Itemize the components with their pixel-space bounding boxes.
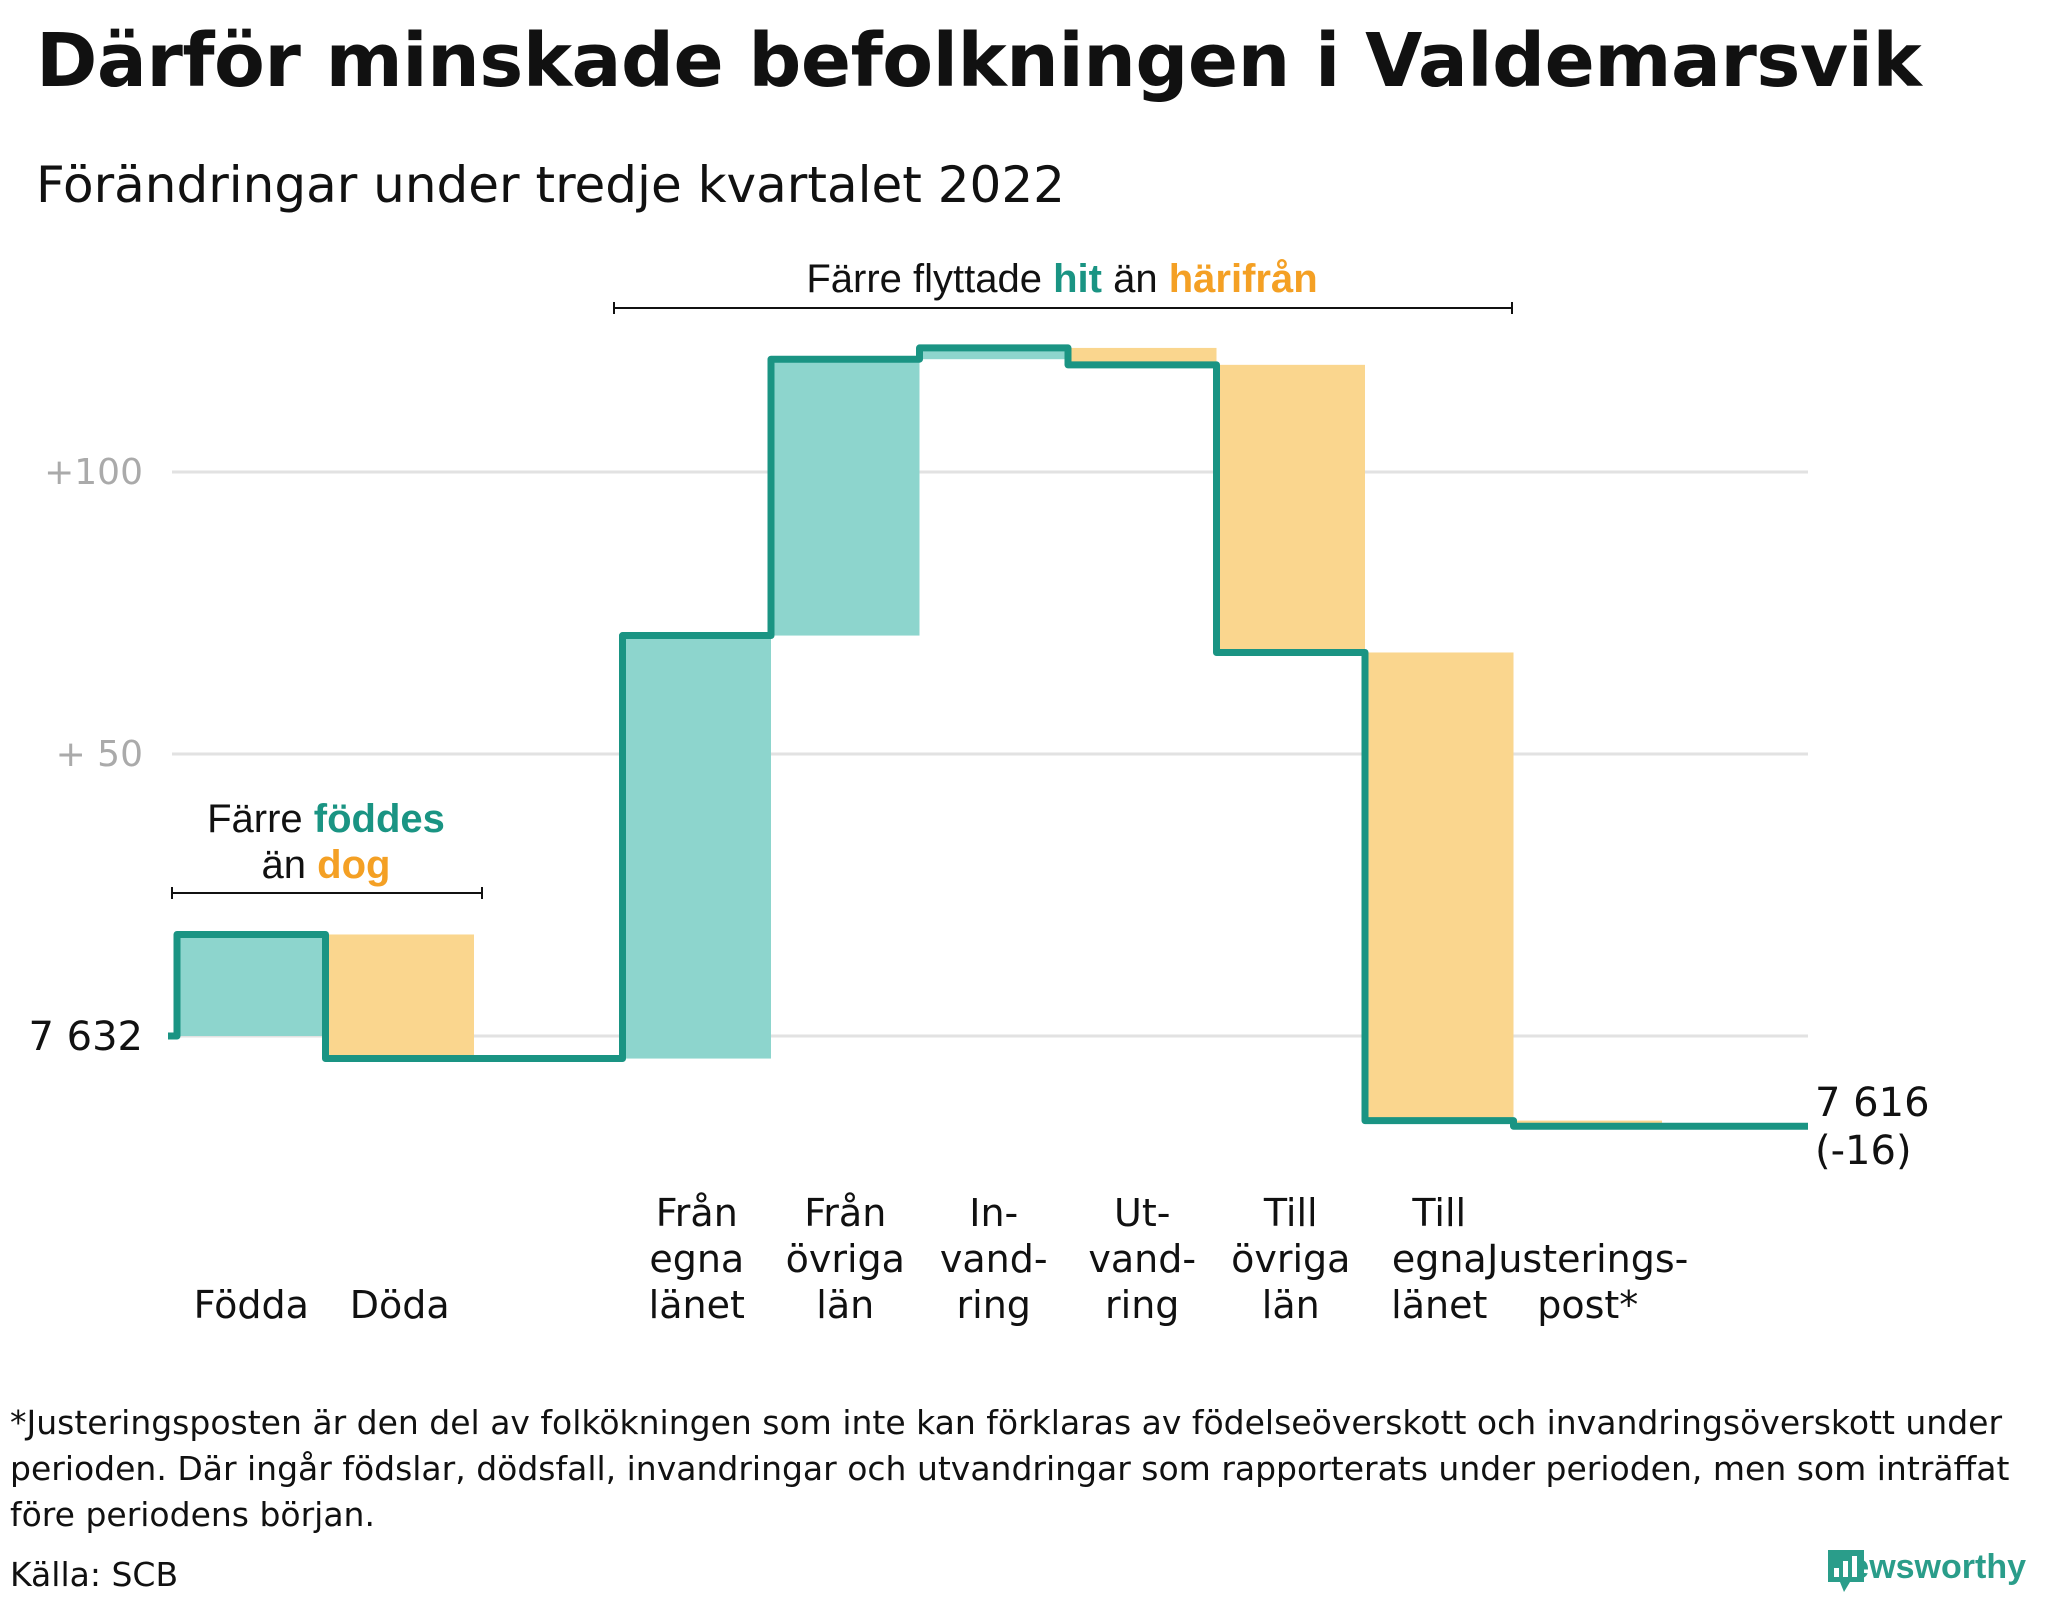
chart-subtitle: Förändringar under tredje kvartalet 2022 [36,156,1065,214]
annotation-part: härifrån [1169,257,1318,301]
category-label: länet [1391,1283,1487,1327]
category-label: post* [1537,1283,1638,1327]
annotation-part: Färre flyttade [806,257,1053,301]
category-label: Till [1263,1191,1318,1235]
category-label: övriga [1231,1237,1350,1281]
category-label: In- [969,1191,1018,1235]
bar-utvandring [1068,347,1217,365]
category-label: Från [804,1191,886,1235]
bar-döda [325,934,474,1059]
bar-till-egna-länet [1365,652,1514,1121]
category-label: egna [1392,1237,1487,1281]
category-label: egna [649,1237,744,1281]
end-value-label: 7 616 [1815,1080,1930,1126]
end-change-label: (-16) [1815,1128,1912,1174]
cumulative-step-line [168,344,1808,1130]
annotation-part: än [1102,257,1169,301]
brand-logo[interactable]: Newsworthy [1826,1548,2026,1592]
bar-födda [177,934,326,1036]
y-tick-label: +100 [44,452,143,493]
annotation-part: hit [1053,257,1102,301]
category-label: länet [649,1283,745,1327]
footnote: *Justeringsposten är den del av folkökni… [10,1403,2010,1534]
bar-till-övriga-län [1216,364,1365,653]
category-label: län [816,1283,874,1327]
annotation-births: Färre föddes än dog [207,797,445,887]
category-label: län [1262,1283,1320,1327]
category-label: Födda [194,1283,309,1327]
chart-title: Därför minskade befolkningen i Valdemars… [36,18,1922,104]
annotation-part: föddes [314,797,445,841]
annotation-part: dog [317,843,390,887]
y-tick-label: + 50 [56,734,143,775]
bar-från-egna-länet [622,635,771,1059]
category-label: Till [1411,1191,1466,1235]
bar-invandring [919,347,1068,360]
category-label: ring [1105,1283,1179,1327]
category-label: övriga [786,1237,905,1281]
category-label: Justerings- [1485,1237,1688,1281]
bar-från-övriga-län [771,359,920,636]
category-label: Från [656,1191,738,1235]
start-value-label: 7 632 [28,1014,143,1060]
annotation-migration: Färre flyttade hit än härifrån [806,257,1317,301]
category-label: Döda [350,1283,450,1327]
category-label: Ut- [1114,1191,1170,1235]
annotation-part: än [262,843,318,887]
newsworthy-icon [1827,1550,1864,1592]
category-label: ring [957,1283,1031,1327]
source-label: Källa: SCB [10,1555,179,1594]
category-label: vand- [940,1237,1048,1281]
annotation-part: Färre [207,797,314,841]
category-label: vand- [1088,1237,1196,1281]
